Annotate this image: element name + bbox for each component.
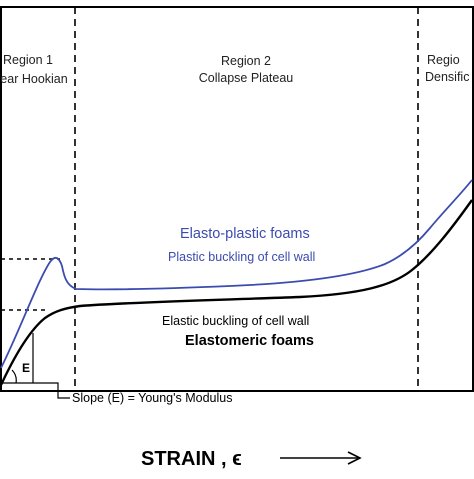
region-3-subtitle: Densific: [425, 70, 469, 84]
plot-frame: [0, 6, 474, 392]
region-2-subtitle: Collapse Plateau: [199, 71, 294, 85]
region-2-title: Region 2: [221, 54, 271, 68]
strain-axis-label: STRAIN , ϵ: [141, 448, 242, 470]
elastomeric-label: Elastomeric foams: [185, 333, 314, 349]
elastomeric-curve: [0, 199, 473, 386]
slope-label: Slope (E) = Young's Modulus: [72, 391, 232, 405]
region-1-title: Region 1: [3, 53, 53, 67]
strain-axis-arrowhead: [347, 451, 362, 465]
region-3-title: Regio: [427, 53, 460, 67]
modulus-symbol: E: [22, 361, 30, 375]
region-1-subtitle: ear Hookian: [0, 72, 67, 86]
elasto-plastic-label: Elasto-plastic foams: [180, 226, 310, 242]
elasto-plastic-curve: [0, 179, 473, 369]
slope-angle-arc: [11, 369, 17, 384]
slope-leader-line: [33, 382, 70, 399]
elasto-plastic-mechanism: Plastic buckling of cell wall: [168, 250, 315, 264]
elastomeric-mechanism: Elastic buckling of cell wall: [162, 314, 309, 328]
